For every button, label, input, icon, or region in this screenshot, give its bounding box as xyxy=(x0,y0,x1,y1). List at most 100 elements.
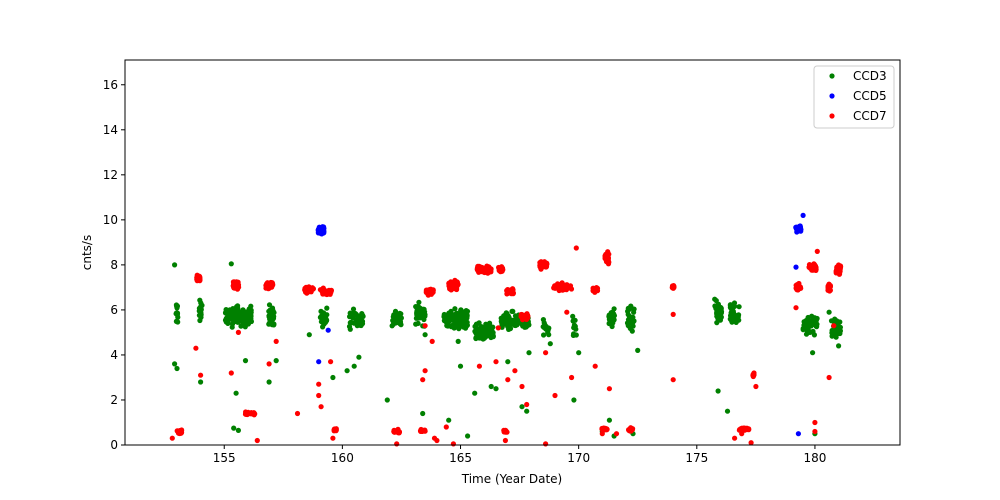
data-point xyxy=(512,368,518,374)
x-tick-label: 160 xyxy=(331,451,354,465)
y-tick-label: 6 xyxy=(110,303,118,317)
data-point xyxy=(514,316,520,322)
data-point xyxy=(800,212,806,218)
data-point xyxy=(473,335,479,341)
data-point xyxy=(669,285,675,291)
data-point xyxy=(626,307,632,313)
data-point xyxy=(394,319,400,326)
series-ccd3 xyxy=(172,261,844,439)
data-point xyxy=(670,377,676,383)
data-point xyxy=(836,267,842,273)
data-point xyxy=(753,383,759,390)
data-point xyxy=(670,311,676,317)
data-point xyxy=(810,350,816,356)
data-point xyxy=(809,266,815,272)
data-point xyxy=(731,310,737,316)
data-point xyxy=(455,338,461,344)
data-point xyxy=(718,314,724,320)
data-point xyxy=(493,359,499,365)
data-point xyxy=(446,417,452,423)
x-tick-label: 165 xyxy=(449,451,472,465)
data-point xyxy=(446,310,452,316)
data-point xyxy=(328,288,334,294)
data-point xyxy=(418,428,424,434)
data-point xyxy=(330,435,336,441)
data-point xyxy=(635,347,641,353)
data-point xyxy=(245,409,251,415)
data-point xyxy=(570,318,576,324)
data-point xyxy=(235,427,241,433)
legend-label: CCD5 xyxy=(853,89,887,103)
data-point xyxy=(795,228,801,234)
data-point xyxy=(571,397,577,403)
data-point xyxy=(321,310,327,316)
x-tick-label: 170 xyxy=(567,451,590,465)
data-point xyxy=(476,363,482,369)
legend-box xyxy=(813,65,895,129)
y-tick-label: 0 xyxy=(110,438,118,452)
data-point xyxy=(252,411,258,417)
legend-label: CCD7 xyxy=(853,109,887,123)
data-point xyxy=(607,321,614,327)
data-point xyxy=(266,283,273,289)
data-point xyxy=(434,437,440,444)
data-point xyxy=(543,441,549,447)
data-point xyxy=(464,308,471,314)
data-point xyxy=(330,374,336,381)
series-ccd5 xyxy=(315,212,806,437)
data-point xyxy=(608,316,615,322)
data-point xyxy=(319,319,326,325)
data-point xyxy=(354,313,360,319)
data-point xyxy=(228,261,234,267)
data-point xyxy=(229,324,235,330)
data-points xyxy=(169,212,844,447)
data-point xyxy=(493,386,499,392)
data-point xyxy=(227,307,233,313)
data-point xyxy=(233,390,239,396)
data-point xyxy=(502,312,508,318)
data-point xyxy=(599,431,605,437)
legend-marker xyxy=(829,73,835,79)
data-point xyxy=(458,307,464,313)
data-point xyxy=(269,308,275,314)
data-point xyxy=(462,325,469,331)
data-point xyxy=(443,314,449,321)
legend-marker xyxy=(829,93,835,99)
y-tick-label: 8 xyxy=(110,258,118,272)
data-point xyxy=(324,305,330,311)
data-point xyxy=(351,363,357,369)
data-point xyxy=(507,320,513,326)
data-point xyxy=(414,312,420,318)
data-point xyxy=(316,381,322,387)
data-point xyxy=(245,321,251,327)
data-point xyxy=(526,350,532,356)
data-point xyxy=(573,245,579,251)
data-point xyxy=(429,288,435,294)
data-point xyxy=(541,324,547,330)
data-point xyxy=(445,322,451,328)
data-point xyxy=(814,321,820,327)
data-point xyxy=(833,328,839,334)
data-point xyxy=(318,404,324,410)
data-point xyxy=(349,313,355,319)
data-point xyxy=(503,429,509,435)
data-point xyxy=(413,304,419,310)
data-point xyxy=(443,424,449,430)
data-point xyxy=(391,429,398,435)
data-point xyxy=(316,392,322,399)
data-point xyxy=(350,306,357,312)
data-point xyxy=(519,383,525,390)
data-point xyxy=(523,316,530,322)
data-point xyxy=(731,300,738,306)
data-point xyxy=(169,435,175,441)
data-point xyxy=(294,410,301,417)
data-point xyxy=(476,320,482,326)
data-point xyxy=(304,290,310,296)
data-point xyxy=(178,428,185,434)
data-point xyxy=(606,386,613,392)
data-point xyxy=(523,312,529,318)
data-point xyxy=(198,300,204,306)
data-point xyxy=(347,320,353,326)
data-point xyxy=(630,314,636,320)
data-point xyxy=(240,307,246,313)
